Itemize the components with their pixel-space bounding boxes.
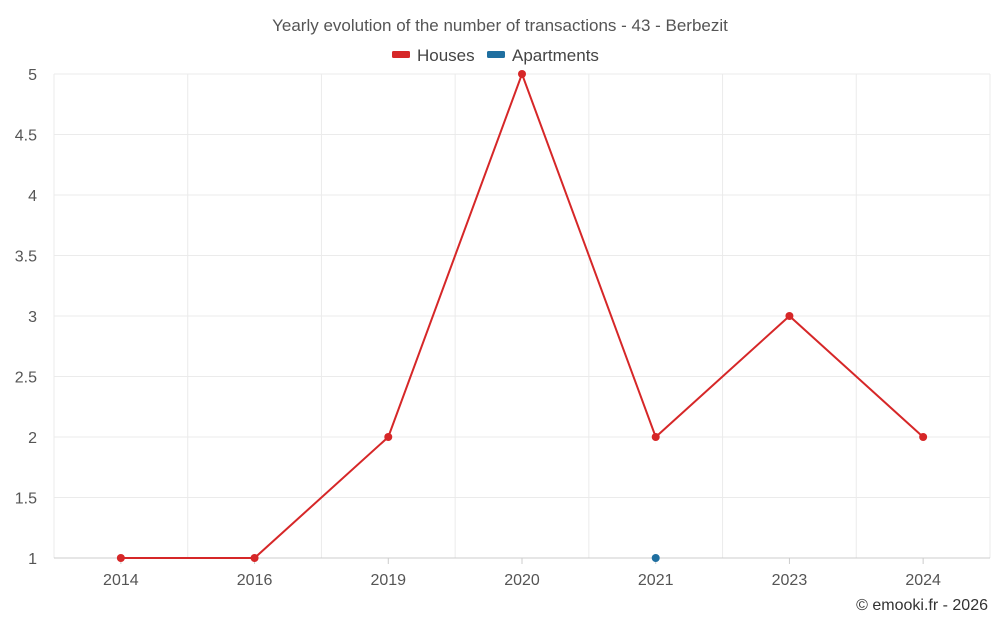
grid	[53, 73, 991, 558]
legend-item-apartments[interactable]: Apartments	[487, 46, 599, 65]
y-tick-label: 1	[28, 551, 37, 568]
x-tick-label: 2019	[370, 572, 406, 589]
series	[116, 70, 928, 562]
x-axis-ticks: 2014 2016 2019 2020 2021 2023 2024	[103, 558, 941, 589]
legend-label-houses: Houses	[417, 46, 475, 65]
y-tick-label: 3.5	[15, 249, 37, 266]
y-tick-label: 1.5	[15, 491, 37, 508]
x-tick-label: 2016	[237, 572, 273, 589]
x-tick-label: 2023	[772, 572, 808, 589]
data-point-houses[interactable]	[250, 554, 259, 562]
data-point-houses[interactable]	[518, 70, 526, 78]
chart-title: Yearly evolution of the number of transa…	[272, 16, 728, 35]
legend-item-houses[interactable]: Houses	[392, 46, 475, 65]
data-point-houses[interactable]	[384, 433, 393, 441]
y-tick-label: 2	[28, 430, 37, 447]
x-tick-label: 2014	[103, 572, 139, 589]
y-tick-label: 2.5	[15, 370, 37, 387]
data-point-houses[interactable]	[651, 433, 660, 441]
data-point-houses[interactable]	[785, 312, 794, 320]
credit-text: © emooki.fr - 2026	[856, 597, 988, 614]
x-tick-label: 2021	[638, 572, 674, 589]
data-point-houses[interactable]	[919, 433, 928, 441]
y-tick-label: 5	[28, 67, 37, 84]
legend[interactable]: Houses Apartments	[392, 46, 599, 65]
x-tick-label: 2024	[905, 572, 941, 589]
data-point-houses[interactable]	[116, 554, 125, 562]
legend-label-apartments: Apartments	[512, 46, 599, 65]
y-axis-ticks: 1 1.5 2 2.5 3 3.5 4 4.5 5	[15, 67, 37, 568]
legend-swatch-apartments	[487, 51, 505, 58]
legend-swatch-houses	[392, 51, 410, 58]
y-tick-label: 4	[28, 188, 37, 205]
data-point-apartments[interactable]	[651, 554, 660, 562]
x-tick-label: 2020	[504, 572, 540, 589]
y-tick-label: 3	[28, 309, 37, 326]
y-tick-label: 4.5	[15, 128, 37, 145]
